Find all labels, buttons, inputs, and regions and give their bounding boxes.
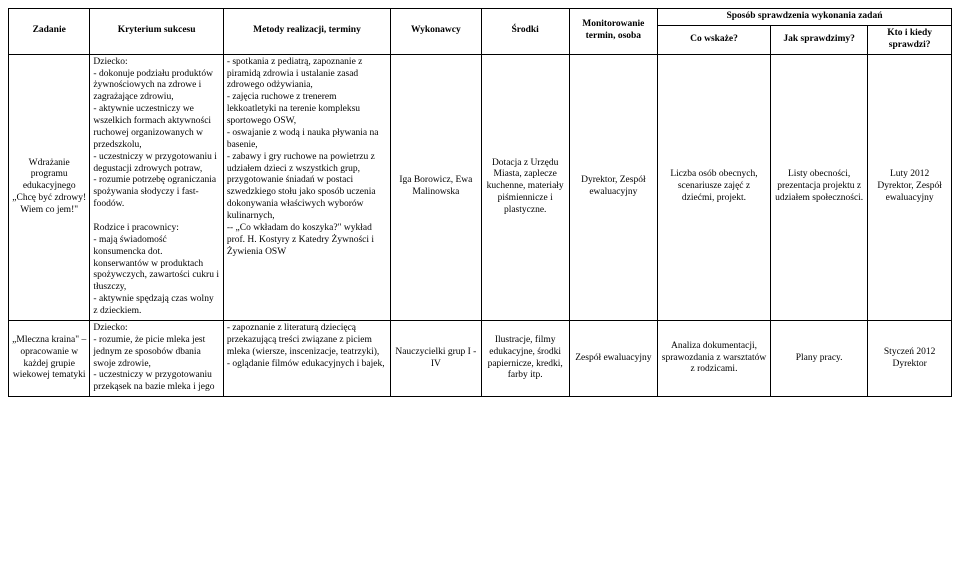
header-kryterium: Kryterium sukcesu [90,9,223,55]
header-metody: Metody realizacji, terminy [223,9,390,55]
cell-kryterium: Dziecko:- rozumie, że picie mleka jest j… [90,320,223,396]
cell-co: Liczba osób obecnych, scenariusze zajęć … [657,54,770,320]
cell-wykonawcy: Iga Borowicz, Ewa Malinowska [391,54,481,320]
cell-zadanie: Wdrażanie programu edukacyjnego „Chcę by… [9,54,90,320]
header-zadanie: Zadanie [9,9,90,55]
table-row: Wdrażanie programu edukacyjnego „Chcę by… [9,54,952,320]
table-row: „Mleczna kraina" – opracowanie w każdej … [9,320,952,396]
cell-monitor: Dyrektor, Zespół ewaluacyjny [569,54,657,320]
header-kto: Kto i kiedy sprawdzi? [868,25,952,54]
header-monitor: Monitorowanie termin, osoba [569,9,657,55]
cell-metody: - spotkania z pediatrą, zapoznanie z pir… [223,54,390,320]
header-co: Co wskaże? [657,25,770,54]
cell-kto: Luty 2012 Dyrektor, Zespół ewaluacyjny [868,54,952,320]
header-jak: Jak sprawdzimy? [771,25,868,54]
header-row-1: Zadanie Kryterium sukcesu Metody realiza… [9,9,952,26]
cell-co: Analiza dokumentacji, sprawozdania z war… [657,320,770,396]
cell-wykonawcy: Nauczycielki grup I - IV [391,320,481,396]
header-wykonawcy: Wykonawcy [391,9,481,55]
cell-srodki: Dotacja z Urzędu Miasta, zaplecze kuchen… [481,54,569,320]
header-srodki: Środki [481,9,569,55]
cell-kryterium: Dziecko:- dokonuje podziału produktów ży… [90,54,223,320]
cell-zadanie: „Mleczna kraina" – opracowanie w każdej … [9,320,90,396]
cell-srodki: Ilustracje, filmy edukacyjne, środki pap… [481,320,569,396]
cell-kto: Styczeń 2012 Dyrektor [868,320,952,396]
cell-metody: - zapoznanie z literaturą dziecięcą prze… [223,320,390,396]
cell-monitor: Zespół ewaluacyjny [569,320,657,396]
cell-jak: Plany pracy. [771,320,868,396]
plan-table: Zadanie Kryterium sukcesu Metody realiza… [8,8,952,397]
header-sposob: Sposób sprawdzenia wykonania zadań [657,9,951,26]
cell-jak: Listy obecności, prezentacja projektu z … [771,54,868,320]
